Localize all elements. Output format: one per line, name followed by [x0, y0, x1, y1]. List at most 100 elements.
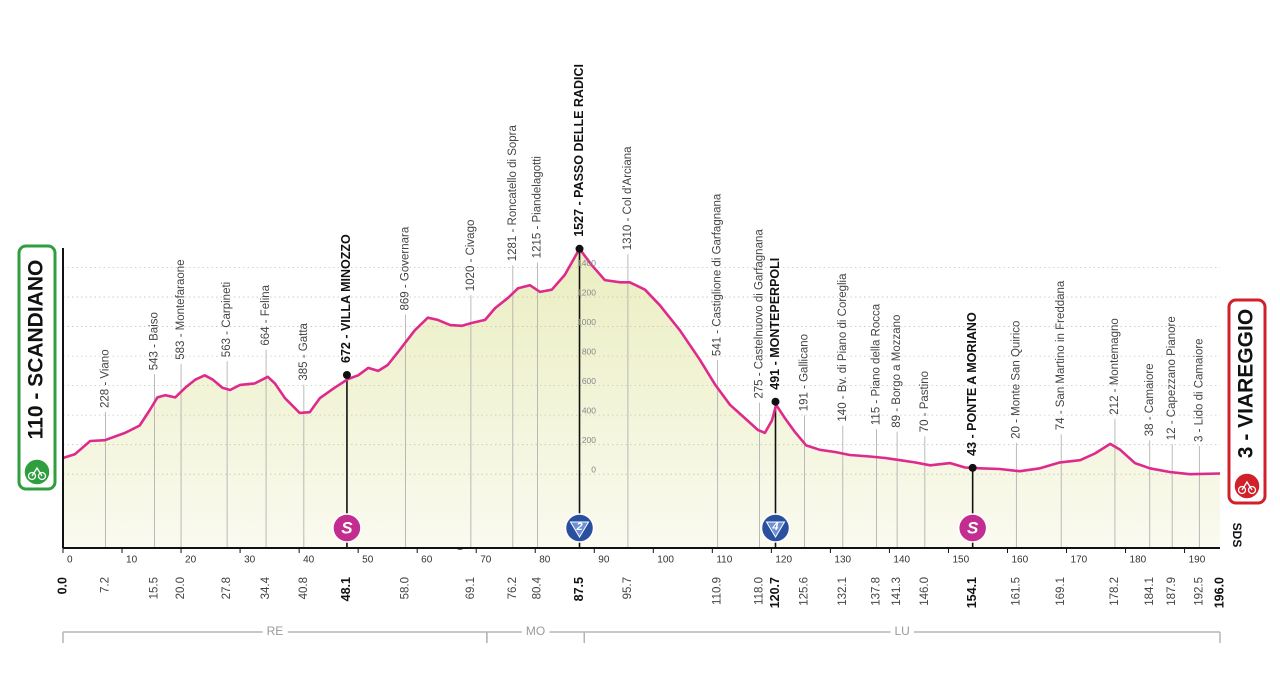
- waypoint-label: 43 - PONTE A MORIANO: [965, 312, 979, 456]
- waypoint-km: 87.5: [572, 577, 586, 601]
- waypoint-km: 137.8: [870, 577, 882, 606]
- region-label: LU: [894, 624, 909, 638]
- x-tick-label: 180: [1130, 555, 1147, 566]
- waypoint-km: 146.0: [919, 577, 931, 606]
- waypoint-km: 7.2: [100, 577, 112, 593]
- waypoint-label: 672 - VILLA MINOZZO: [339, 234, 353, 363]
- waypoint-km: 120.7: [768, 577, 782, 608]
- waypoint-km: 48.1: [339, 577, 353, 601]
- waypoint-label: 385 - Gatta: [298, 322, 310, 380]
- marker-triangle: [569, 521, 590, 538]
- finish-icon: [1233, 472, 1261, 500]
- y-tick-label: 1200: [577, 287, 596, 297]
- finish-icon-rider: [1241, 480, 1253, 491]
- marker-label: 4: [771, 521, 778, 533]
- x-tick-label: 130: [834, 555, 851, 566]
- finish-icon-wheel: [1237, 485, 1247, 495]
- waypoint-km: 58.0: [399, 577, 411, 599]
- x-tick-label: 70: [480, 555, 492, 566]
- y-tick-label: 0: [591, 464, 596, 474]
- x-tick-label: 60: [421, 555, 433, 566]
- waypoint-label: 12 - Capezzano Pianore: [1166, 316, 1178, 440]
- waypoint-label: 212 - Montemagno: [1109, 318, 1121, 415]
- finish-km: 196.0: [1212, 577, 1226, 608]
- waypoint-km: 184.1: [1144, 577, 1156, 606]
- profile-area: [63, 248, 1220, 549]
- x-tick-label: 90: [598, 555, 610, 566]
- x-tick-label: 170: [1071, 555, 1088, 566]
- waypoint-km: 110.9: [712, 577, 724, 605]
- waypoint-label: 228 - Viano: [100, 349, 112, 408]
- waypoint-km: 15.5: [149, 577, 161, 599]
- waypoint-label: 563 - Carpineti: [221, 282, 233, 357]
- region-label: MO: [526, 624, 545, 638]
- x-tick-label: 190: [1189, 555, 1206, 566]
- waypoint-label: 491 - MONTEPERPOLI: [768, 258, 782, 390]
- waypoint-label: 541 - Castiglione di Garfagnana: [712, 193, 724, 356]
- start-icon-wheel: [37, 471, 47, 481]
- y-tick-label: 400: [582, 405, 596, 415]
- waypoint-km: 40.8: [298, 577, 310, 599]
- x-tick-label: 100: [657, 555, 674, 566]
- waypoint-km: 161.5: [1010, 577, 1022, 606]
- x-tick-label: 30: [244, 555, 256, 566]
- waypoint-km: 69.1: [465, 577, 477, 599]
- marker-label: S: [341, 518, 353, 537]
- start-icon: [23, 458, 51, 486]
- waypoint-label: 583 - Montefaraone: [175, 259, 187, 359]
- finish-icon-wheel: [1247, 485, 1257, 495]
- waypoint-label: 3 - Lido di Camaiore: [1193, 338, 1205, 442]
- waypoint-dot: [575, 244, 584, 253]
- waypoint-km: 154.1: [965, 577, 979, 608]
- waypoint-label: 191 - Gallicano: [798, 334, 810, 411]
- brand: SDS: [1230, 523, 1244, 548]
- waypoint-label: 89 - Borgo a Mozzano: [891, 315, 903, 428]
- x-tick-label: 120: [775, 555, 792, 566]
- waypoint-label: 543 - Baiso: [149, 312, 161, 370]
- waypoint-label: 1215 - Piandelagotti: [532, 156, 544, 258]
- waypoint-km: 178.2: [1109, 577, 1121, 606]
- waypoint-label: 869 - Governara: [399, 226, 411, 310]
- waypoint-km: 80.4: [532, 576, 544, 599]
- y-tick-label: 200: [582, 435, 596, 445]
- waypoint-km: 20.0: [175, 577, 187, 599]
- marker-label: 2: [575, 521, 582, 533]
- waypoint-km: 125.6: [798, 577, 810, 606]
- region-label: RE: [267, 624, 284, 638]
- x-tick-label: 80: [539, 555, 551, 566]
- waypoint-km: 34.4: [260, 576, 272, 599]
- marker-triangle: [765, 521, 786, 538]
- start-km: 0.0: [55, 577, 69, 594]
- marker: 4: [760, 513, 791, 543]
- waypoint-label: 38 - Camaiore: [1144, 363, 1156, 436]
- marker-label: S: [967, 518, 979, 537]
- y-tick-label: 800: [582, 346, 596, 356]
- waypoint-km: 95.7: [622, 577, 634, 599]
- waypoint-label: 275 - Castelnuovo di Garfagnana: [754, 229, 766, 399]
- waypoint-label: 74 - San Martino in Freddana: [1055, 280, 1067, 430]
- marker: S: [332, 513, 362, 543]
- waypoint-label: 70 - Pastino: [919, 371, 931, 432]
- waypoint-km: 141.3: [891, 577, 903, 606]
- waypoint-label: 115 - Piano della Rocca: [870, 303, 882, 425]
- start-box: [17, 244, 57, 491]
- x-tick-label: 10: [126, 555, 138, 566]
- waypoint-label: 20 - Monte San Quirico: [1010, 321, 1022, 439]
- finish-label: 3 - VIAREGGIO: [1235, 309, 1258, 458]
- waypoint-km: 76.2: [507, 577, 519, 599]
- waypoint-label: 1310 - Col d'Arciana: [622, 146, 634, 250]
- x-tick-label: 0: [67, 555, 73, 566]
- finish-box: [1227, 298, 1267, 505]
- marker-circle: [957, 513, 988, 543]
- start-label: 110 - SCANDIANO: [25, 260, 48, 440]
- y-tick-label: 1400: [577, 258, 596, 268]
- marker: S: [957, 513, 988, 543]
- waypoint-label: 1281 - Roncatello di Sopra: [507, 124, 519, 261]
- x-tick-label: 40: [303, 555, 315, 566]
- waypoint-km: 27.8: [221, 577, 233, 599]
- waypoint-km: 118.0: [754, 577, 766, 605]
- waypoint-label: 1527 - PASSO DELLE RADICI: [572, 64, 586, 237]
- x-tick-label: 140: [893, 555, 910, 566]
